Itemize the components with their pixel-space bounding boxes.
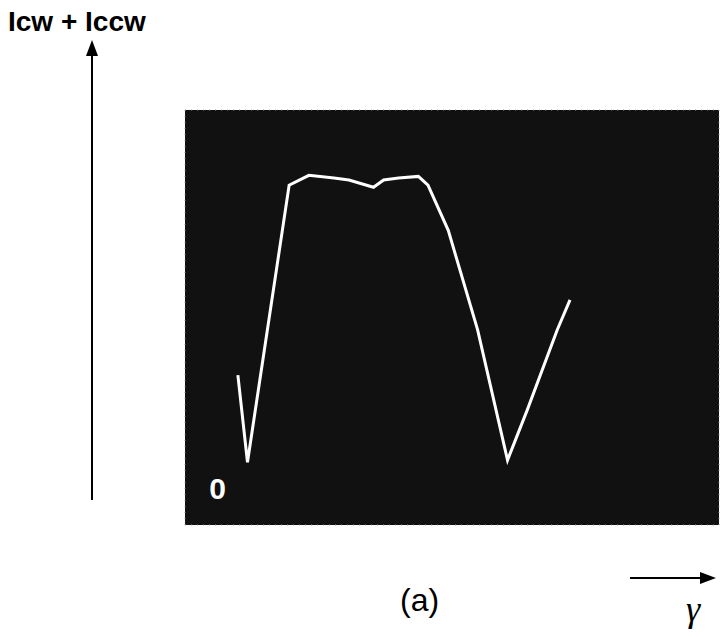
html-text:Icw + Iccw: Icw + Iccw [8,6,146,37]
html-text:(a): (a) [400,582,440,618]
svg-text:0: 0 [209,472,226,505]
html-text:γ: γ [686,589,701,629]
